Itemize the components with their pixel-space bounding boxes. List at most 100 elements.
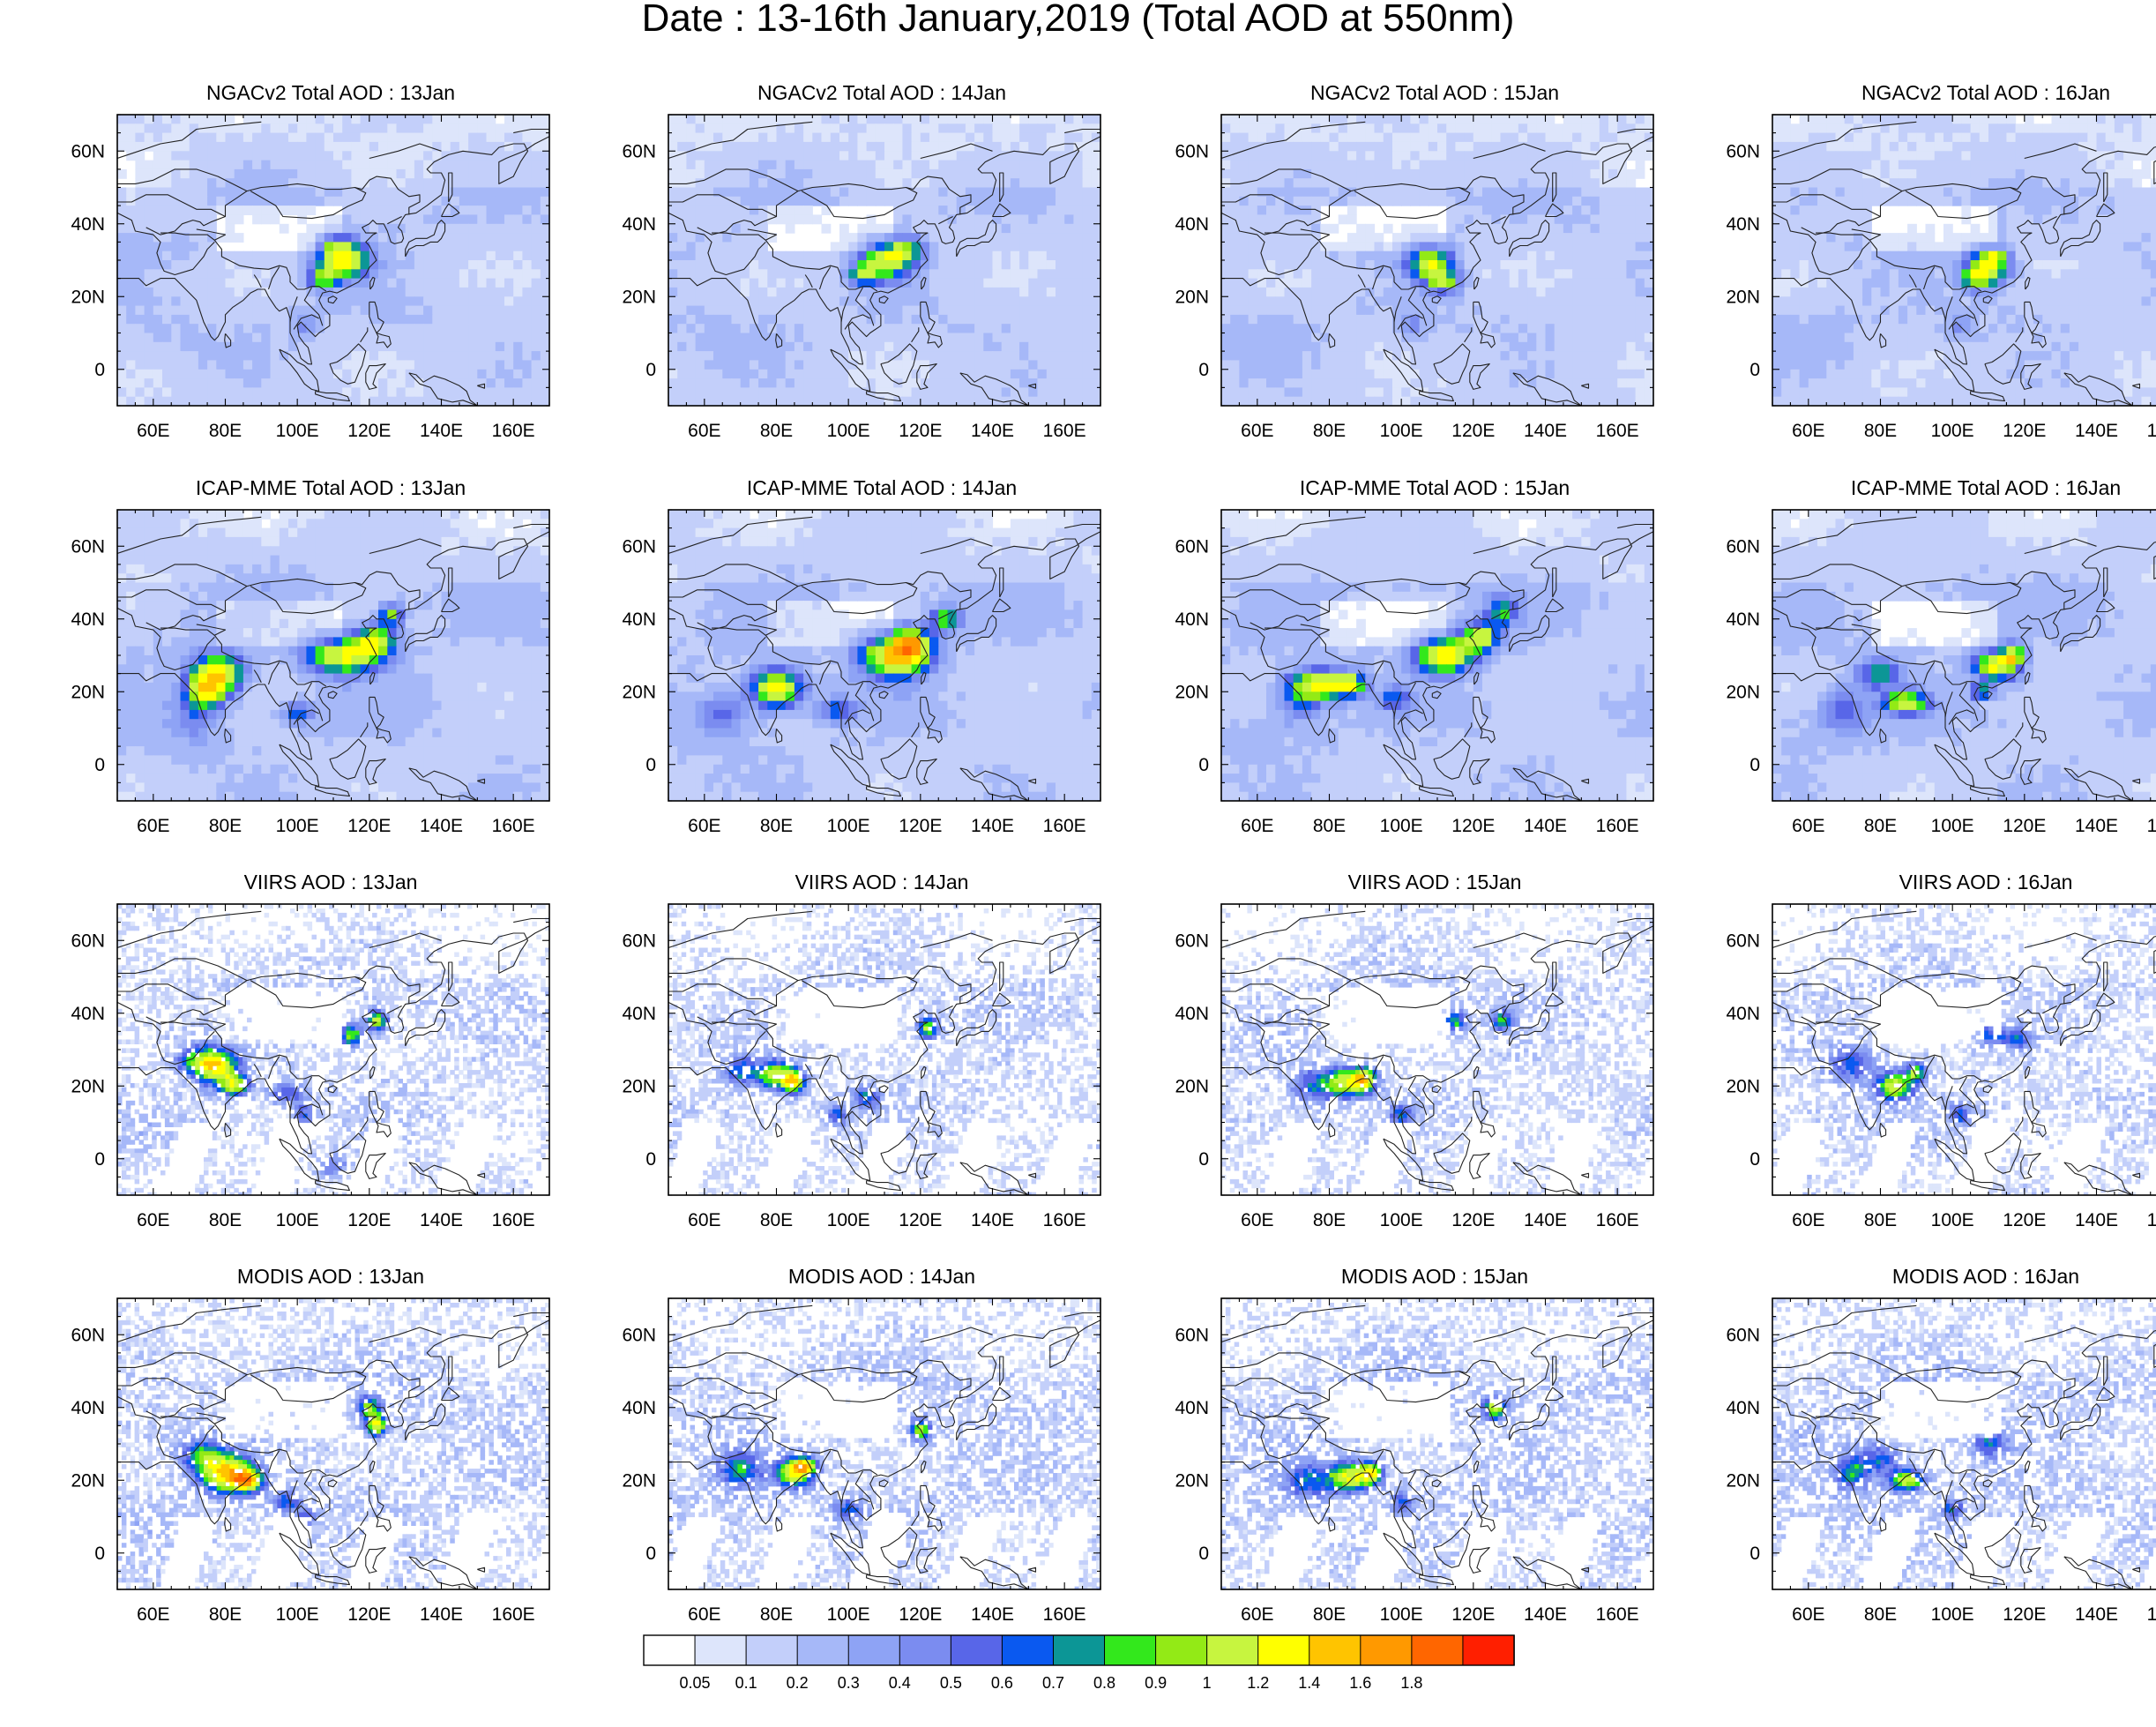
map-plot: 60E 80E 100E 120E 140E 160E 0 20N 40N 60N	[1175, 509, 1654, 836]
colorbar-label: 1.4	[1298, 1674, 1320, 1692]
x-tick-label: 120E	[899, 816, 942, 836]
x-tick-label: 80E	[760, 1210, 793, 1230]
y-tick-label: 60N	[622, 1325, 656, 1345]
x-tick-label: 60E	[1792, 816, 1824, 836]
y-tick-label: 60N	[71, 931, 105, 951]
x-tick-label: 160E	[492, 1210, 535, 1230]
aod-field	[668, 115, 1100, 406]
y-tick-label: 0	[1749, 755, 1760, 775]
y-tick-label: 0	[1198, 755, 1209, 775]
x-tick-label: 100E	[1380, 1604, 1423, 1625]
x-tick-label: 80E	[209, 1604, 242, 1625]
map-plot: 60E 80E 100E 120E 140E 160E 0 20N 40N 60N	[622, 903, 1101, 1230]
colorbar-label: 1	[1203, 1674, 1212, 1692]
panel-title: NGACv2 Total AOD : 15Jan	[1214, 81, 1655, 104]
panel-title: VIIRS AOD : 15Jan	[1214, 871, 1655, 893]
x-tick-label: 60E	[137, 1604, 169, 1625]
x-tick-label: 100E	[1931, 421, 1974, 441]
x-tick-label: 60E	[688, 1210, 720, 1230]
y-tick-label: 0	[645, 755, 656, 775]
x-tick-label: 60E	[1241, 1210, 1273, 1230]
colorbar-label: 0.1	[735, 1674, 757, 1692]
y-tick-label: 0	[645, 360, 656, 380]
x-tick-label: 60E	[1792, 1604, 1824, 1625]
panel-title: VIIRS AOD : 13Jan	[110, 871, 551, 893]
x-tick-label: 60E	[1792, 1210, 1824, 1230]
x-tick-label: 80E	[1313, 816, 1346, 836]
coastline	[668, 1305, 1100, 1589]
x-tick-label: 160E	[1043, 1210, 1086, 1230]
y-tick-label: 40N	[1726, 1004, 1760, 1024]
x-tick-label: 160E	[1043, 1604, 1086, 1625]
y-tick-label: 0	[1198, 1149, 1209, 1170]
x-tick-label: 100E	[1931, 1210, 1974, 1230]
x-tick-label: 140E	[420, 421, 463, 441]
x-tick-label: 100E	[276, 1604, 319, 1625]
y-tick-label: 40N	[622, 1398, 656, 1418]
aod-field	[668, 1298, 1100, 1589]
x-tick-label: 120E	[899, 1604, 942, 1625]
x-tick-label: 160E	[2147, 421, 2156, 441]
y-tick-label: 60N	[1726, 931, 1760, 951]
y-tick-label: 20N	[1175, 1470, 1209, 1491]
x-tick-label: 160E	[2147, 1210, 2156, 1230]
y-tick-label: 0	[1198, 1544, 1209, 1564]
y-tick-label: 40N	[1726, 609, 1760, 630]
x-tick-label: 80E	[209, 1210, 242, 1230]
colorbar-cell	[796, 1634, 850, 1666]
y-tick-label: 60N	[1726, 536, 1760, 557]
colorbar-cell	[1411, 1634, 1464, 1666]
x-tick-label: 140E	[1524, 1604, 1567, 1625]
panel-title: VIIRS AOD : 16Jan	[1765, 871, 2156, 893]
x-tick-label: 120E	[1451, 421, 1495, 441]
x-tick-label: 80E	[760, 421, 793, 441]
colorbar-label: 1.8	[1400, 1674, 1422, 1692]
y-tick-label: 40N	[1175, 1398, 1209, 1418]
x-tick-label: 120E	[347, 1210, 391, 1230]
x-tick-label: 140E	[1524, 421, 1567, 441]
panel-title: VIIRS AOD : 14Jan	[661, 871, 1102, 893]
y-tick-label: 0	[1749, 1149, 1760, 1170]
coastline	[1221, 516, 1653, 801]
x-tick-label: 100E	[1380, 816, 1423, 836]
x-tick-label: 100E	[276, 816, 319, 836]
y-tick-label: 40N	[1175, 214, 1209, 235]
colorbar-label: 0.4	[889, 1674, 911, 1692]
y-tick-label: 40N	[1726, 214, 1760, 235]
colorbar-label: 0.05	[680, 1674, 711, 1692]
x-tick-label: 100E	[827, 421, 870, 441]
coastline	[1772, 1305, 2156, 1589]
x-tick-label: 160E	[492, 816, 535, 836]
map-panel: VIIRS AOD : 16Jan 60E 80E 100E 120E 140E 160E 0…	[1712, 871, 2156, 1267]
x-tick-label: 160E	[1596, 816, 1639, 836]
map-panel: NGACv2 Total AOD : 14Jan 60E 80E 100E 120E 14…	[608, 81, 1138, 478]
aod-field	[1221, 510, 1653, 801]
x-tick-label: 140E	[971, 816, 1014, 836]
map-plot: 60E 80E 100E 120E 140E 160E 0 20N 40N 60N	[1726, 1297, 2156, 1625]
colorbar-cell	[1104, 1634, 1157, 1666]
panel-title: ICAP-MME Total AOD : 14Jan	[661, 476, 1102, 499]
x-tick-label: 100E	[827, 1210, 870, 1230]
map-panel: MODIS AOD : 16Jan 60E 80E 100E 120E 140E 160E 0…	[1712, 1265, 2156, 1662]
y-tick-label: 40N	[71, 1398, 105, 1418]
map-panel: MODIS AOD : 14Jan 60E 80E 100E 120E 140E 160E 0…	[608, 1265, 1138, 1662]
y-tick-label: 60N	[71, 141, 105, 161]
y-tick-label: 0	[94, 360, 105, 380]
x-tick-label: 60E	[1241, 816, 1273, 836]
x-tick-label: 160E	[492, 421, 535, 441]
aod-field	[117, 1298, 549, 1589]
x-tick-label: 140E	[2075, 1210, 2118, 1230]
y-tick-label: 40N	[71, 609, 105, 630]
x-tick-label: 60E	[137, 816, 169, 836]
x-tick-label: 80E	[1313, 421, 1346, 441]
colorbar-cell	[1206, 1634, 1259, 1666]
y-tick-label: 0	[94, 1149, 105, 1170]
panel-title: MODIS AOD : 14Jan	[661, 1265, 1102, 1288]
x-tick-label: 100E	[1380, 421, 1423, 441]
y-tick-label: 20N	[1175, 682, 1209, 702]
x-tick-label: 140E	[2075, 816, 2118, 836]
y-tick-label: 60N	[71, 1325, 105, 1345]
x-tick-label: 60E	[688, 1604, 720, 1625]
y-tick-label: 20N	[71, 1470, 105, 1491]
